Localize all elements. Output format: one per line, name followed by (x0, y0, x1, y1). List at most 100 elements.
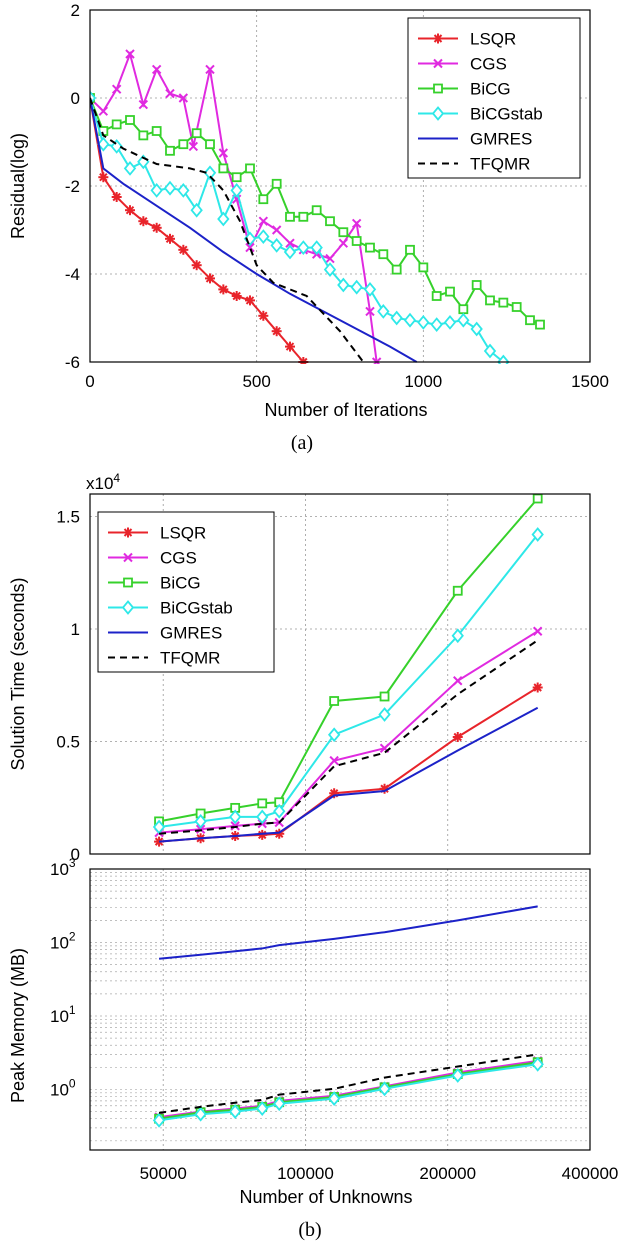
series-gmres (90, 97, 418, 363)
data-point-cgs-stroke (230, 821, 240, 831)
caption-a: (a) (291, 432, 313, 454)
series-line-cgs (158, 1059, 538, 1119)
data-point-lsqr-stroke (152, 223, 161, 233)
data-point-bicgstab (273, 803, 286, 819)
legend-marker (433, 58, 443, 69)
legend-marker-stroke (123, 552, 133, 563)
data-point-bicg (178, 139, 189, 150)
data-point-bicg (378, 249, 389, 260)
data-point-bicgstab (451, 1068, 464, 1083)
x-tick-label: 500 (242, 372, 270, 391)
data-point-bicg (351, 236, 362, 246)
series-lsqr (154, 682, 543, 847)
series-line-tfqmr (90, 97, 365, 363)
data-point-bicgstab (390, 310, 403, 326)
data-point-bicgstab (363, 281, 377, 297)
data-point-bicg (111, 119, 122, 130)
legend-item-bicgstab: BiCGstab (108, 599, 233, 618)
x-axis-title: Number of Iterations (264, 400, 427, 420)
data-point-bicg (151, 126, 162, 136)
data-point-bicgstab (229, 1104, 242, 1119)
legend-marker (123, 577, 133, 588)
data-point-cgs (245, 242, 255, 253)
data-point-lsqr-stroke (179, 245, 188, 255)
data-point-lsqr-stroke (125, 205, 135, 215)
data-point-cgs-stroke (271, 225, 282, 235)
data-point-lsqr-stroke (272, 326, 281, 336)
data-point-cgs-stroke (125, 49, 135, 59)
data-point-bicgstab (337, 277, 350, 293)
data-point-lsqr (165, 233, 175, 244)
data-point-cgs (453, 676, 463, 686)
y-tick-label: 101 (50, 1003, 76, 1026)
series-bicgstab (152, 527, 544, 835)
data-point-bicgstab (323, 262, 337, 278)
data-point-bicg (535, 319, 545, 330)
legend-item-gmres: GMRES (108, 624, 222, 643)
data-point-cgs (271, 225, 282, 235)
legend-item-tfqmr: TFQMR (418, 155, 530, 174)
data-point-cgs-stroke (379, 743, 390, 753)
data-point-lsqr (285, 341, 295, 352)
series-gmres (158, 905, 538, 960)
x-tick-label: 1500 (571, 372, 609, 391)
data-point-bicg (458, 304, 469, 315)
plot-frame (89, 493, 591, 855)
data-point-bicgstab (483, 343, 497, 359)
data-point-bicgstab (430, 317, 443, 333)
data-point-cgs-stroke (338, 238, 349, 248)
data-point-bicg (329, 696, 340, 706)
data-point-cgs-stroke (218, 148, 229, 158)
plot-area (90, 49, 545, 364)
data-point-cgs (111, 84, 122, 94)
legend-label: LSQR (160, 524, 206, 543)
data-point-lsqr-stroke (259, 311, 268, 321)
plot-area (152, 493, 544, 847)
data-point-cgs (188, 141, 199, 152)
legend-item-cgs: CGS (108, 549, 197, 568)
legend: LSQR CGS BiCG BiCGstab GMRES TFQMR (97, 511, 275, 673)
data-point-cgs-stroke (258, 216, 269, 226)
legend-label: CGS (160, 549, 197, 568)
legend-label: BiCGstab (470, 105, 543, 124)
y-tick-label: 102 (50, 929, 76, 952)
data-point-bicgstab (531, 1056, 544, 1072)
legend-item-tfqmr: TFQMR (108, 649, 220, 668)
legend-marker (433, 33, 443, 44)
legend-label: TFQMR (470, 155, 530, 174)
data-point-bicgstab (97, 136, 110, 152)
data-point-bicgstab (150, 182, 163, 198)
legend-item-bicgstab: BiCGstab (418, 105, 543, 124)
legend-item-lsqr: LSQR (418, 30, 516, 49)
y-tick-label: 0 (71, 89, 80, 108)
data-point-lsqr (258, 310, 269, 321)
data-point-cgs-stroke (351, 218, 362, 229)
legend-item-bicg: BiCG (418, 80, 511, 99)
data-point-lsqr (151, 222, 162, 233)
data-point-bicg (532, 493, 543, 504)
data-point-cgs-stroke (165, 88, 175, 99)
y-tick-label: 0.5 (56, 733, 80, 752)
legend-label: TFQMR (160, 649, 220, 668)
data-point-cgs-stroke (285, 238, 295, 248)
data-point-cgs (178, 93, 189, 103)
legend-label: BiCGstab (160, 599, 233, 618)
data-point-bicgstab (403, 312, 417, 328)
data-point-cgs (195, 824, 206, 834)
data-point-lsqr (271, 326, 282, 337)
y-tick-label: -2 (65, 177, 80, 196)
series-bicgstab (152, 1056, 544, 1128)
y-axis-title: Solution Time (seconds) (8, 577, 28, 770)
data-point-bicg (445, 286, 455, 297)
data-point-bicgstab (194, 1106, 207, 1122)
data-point-lsqr (138, 216, 149, 227)
data-point-lsqr (218, 284, 229, 295)
legend-label: BiCG (470, 80, 511, 99)
data-point-cgs-stroke (453, 676, 463, 686)
residual-chart: 0 500 1000 1500 -6 -4 -2 0 2 Number of Iterations… (8, 1, 609, 420)
data-point-bicgstab (531, 527, 544, 542)
data-point-cgs-stroke (195, 824, 206, 834)
x-tick-label: 50000 (140, 1164, 187, 1183)
data-point-bicg (218, 163, 229, 174)
data-point-bicgstab (163, 180, 177, 196)
